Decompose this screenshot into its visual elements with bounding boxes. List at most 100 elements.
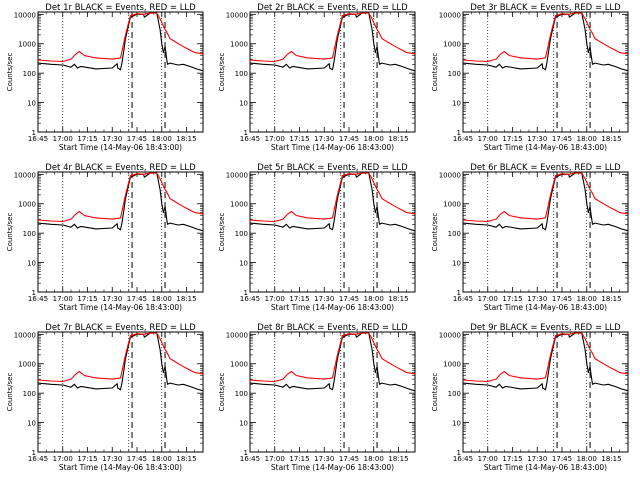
y-tick-label: 10 — [27, 420, 36, 428]
x-tick-label: 16:45 — [28, 295, 48, 303]
y-tick-label: 10000 — [14, 11, 36, 19]
y-tick-label: 1 — [32, 449, 36, 457]
x-axis-label: Start Time (14-May-06 18:43:00) — [484, 463, 607, 472]
y-tick-label: 10000 — [226, 171, 248, 179]
x-tick-label: 17:30 — [527, 135, 547, 143]
y-tick-label: 1000 — [443, 361, 461, 369]
x-tick-label: 16:45 — [28, 135, 48, 143]
y-tick-label: 100 — [23, 390, 36, 398]
series-lld-line — [249, 172, 416, 223]
y-axis-label: Counts/sec — [6, 53, 14, 92]
y-tick-label: 10000 — [226, 11, 248, 19]
x-tick-label: 17:45 — [339, 455, 359, 463]
x-tick-label: 17:00 — [478, 295, 498, 303]
x-tick-label: 17:15 — [77, 135, 97, 143]
x-tick-label: 16:45 — [240, 455, 260, 463]
x-axis-label: Start Time (14-May-06 18:43:00) — [59, 463, 182, 472]
x-tick-label: 16:45 — [453, 455, 473, 463]
panel-title: Det 1r BLACK = Events, RED = LLD — [45, 3, 196, 13]
y-axis-label: Counts/sec — [218, 53, 226, 92]
x-tick-label: 17:00 — [265, 135, 285, 143]
chart-panel-3: Det 3r BLACK = Events, RED = LLD 1 10 100 10… — [431, 3, 629, 152]
series-lld-line — [462, 172, 629, 223]
x-tick-label: 17:15 — [77, 455, 97, 463]
x-tick-label: 18:00 — [364, 135, 384, 143]
series-lld-line — [249, 332, 416, 383]
x-tick-label: 17:30 — [102, 295, 122, 303]
y-axis-label: Counts/sec — [6, 213, 14, 252]
y-tick-label: 1000 — [230, 201, 248, 209]
x-tick-label: 18:00 — [364, 455, 384, 463]
y-tick-label: 10000 — [439, 331, 461, 339]
panel-title: Det 4r BLACK = Events, RED = LLD — [45, 163, 196, 173]
x-tick-label: 17:30 — [314, 455, 334, 463]
x-axis-label: Start Time (14-May-06 18:43:00) — [59, 143, 182, 152]
x-tick-label: 17:00 — [265, 455, 285, 463]
y-tick-label: 1 — [457, 129, 461, 137]
y-tick-label: 10000 — [226, 331, 248, 339]
x-tick-label: 18:15 — [388, 135, 408, 143]
chart-panel-5: Det 5r BLACK = Events, RED = LLD 1 10 100 10… — [218, 163, 416, 312]
series-lld-line — [37, 332, 204, 383]
y-axis-label: Counts/sec — [218, 213, 226, 252]
x-tick-label: 17:00 — [53, 455, 73, 463]
x-tick-label: 18:15 — [601, 455, 621, 463]
x-tick-label: 17:15 — [289, 295, 309, 303]
series-lld-line — [462, 12, 629, 63]
y-tick-label: 100 — [235, 230, 248, 238]
x-axis-label: Start Time (14-May-06 18:43:00) — [271, 303, 394, 312]
x-tick-label: 16:45 — [28, 455, 48, 463]
x-tick-label: 17:15 — [502, 455, 522, 463]
panel-title: Det 3r BLACK = Events, RED = LLD — [470, 3, 621, 13]
x-axis-label: Start Time (14-May-06 18:43:00) — [59, 303, 182, 312]
x-tick-label: 17:00 — [265, 295, 285, 303]
y-tick-label: 100 — [23, 70, 36, 78]
y-tick-label: 10000 — [439, 171, 461, 179]
y-tick-label: 1000 — [230, 41, 248, 49]
x-tick-label: 17:45 — [339, 295, 359, 303]
y-tick-label: 100 — [235, 70, 248, 78]
series-lld-line — [37, 172, 204, 223]
y-tick-label: 1000 — [18, 41, 36, 49]
x-axis-label: Start Time (14-May-06 18:43:00) — [484, 143, 607, 152]
y-tick-label: 10000 — [14, 331, 36, 339]
x-tick-label: 18:00 — [152, 135, 172, 143]
x-tick-label: 17:45 — [127, 295, 147, 303]
x-tick-label: 17:15 — [502, 295, 522, 303]
chart-panel-7: Det 7r BLACK = Events, RED = LLD 1 10 100 10… — [6, 323, 204, 472]
y-tick-label: 1 — [244, 449, 248, 457]
x-tick-label: 17:00 — [53, 135, 73, 143]
x-tick-label: 17:30 — [527, 295, 547, 303]
x-tick-label: 17:30 — [527, 455, 547, 463]
x-tick-label: 18:15 — [388, 455, 408, 463]
x-tick-label: 17:45 — [552, 135, 572, 143]
x-tick-label: 17:45 — [127, 455, 147, 463]
x-axis-label: Start Time (14-May-06 18:43:00) — [484, 303, 607, 312]
series-lld-line — [462, 332, 629, 383]
y-tick-label: 100 — [448, 230, 461, 238]
y-tick-label: 1000 — [18, 201, 36, 209]
y-axis-label: Counts/sec — [431, 53, 439, 92]
x-tick-label: 17:30 — [102, 455, 122, 463]
chart-panel-9: Det 9r BLACK = Events, RED = LLD 1 10 100 10… — [431, 323, 629, 472]
y-tick-label: 1 — [244, 129, 248, 137]
y-axis-label: Counts/sec — [431, 373, 439, 412]
y-tick-label: 1000 — [18, 361, 36, 369]
x-tick-label: 17:30 — [314, 135, 334, 143]
x-tick-label: 18:15 — [176, 135, 196, 143]
x-tick-label: 18:00 — [364, 295, 384, 303]
y-tick-label: 100 — [235, 390, 248, 398]
x-tick-label: 18:15 — [601, 135, 621, 143]
panel-title: Det 6r BLACK = Events, RED = LLD — [470, 163, 621, 173]
x-tick-label: 17:45 — [127, 135, 147, 143]
x-tick-label: 16:45 — [240, 135, 260, 143]
y-tick-label: 100 — [448, 390, 461, 398]
y-tick-label: 10 — [239, 100, 248, 108]
x-tick-label: 17:15 — [289, 135, 309, 143]
x-tick-label: 17:00 — [53, 295, 73, 303]
x-axis-label: Start Time (14-May-06 18:43:00) — [271, 143, 394, 152]
x-tick-label: 17:45 — [552, 455, 572, 463]
x-tick-label: 18:00 — [577, 135, 597, 143]
x-tick-label: 18:00 — [577, 295, 597, 303]
x-tick-label: 17:45 — [552, 295, 572, 303]
